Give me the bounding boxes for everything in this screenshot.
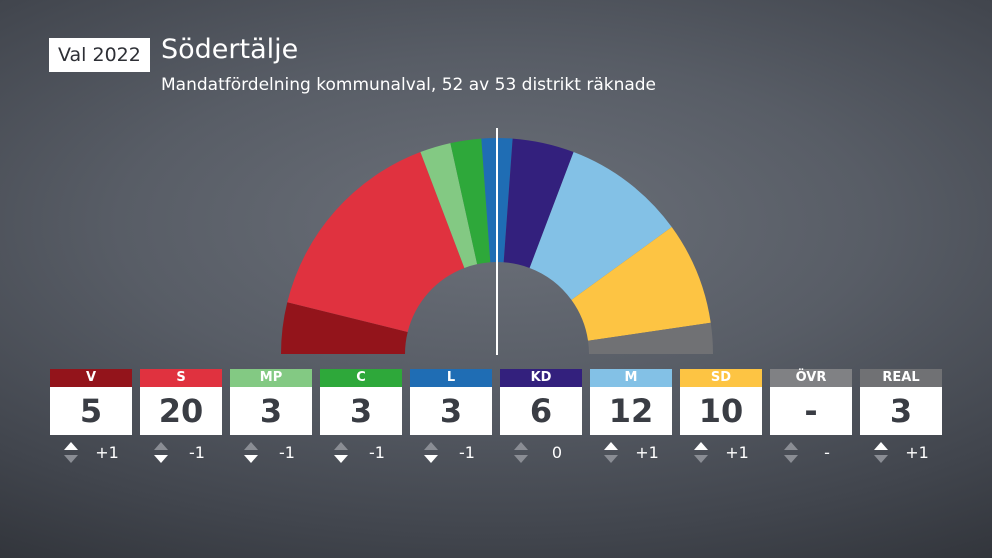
change-arrows-icon bbox=[874, 442, 888, 464]
change-value: +1 bbox=[725, 443, 749, 462]
party-change: +1 bbox=[590, 441, 672, 465]
party-column-v: V 5 +1 bbox=[50, 369, 132, 465]
party-seats: 3 bbox=[860, 387, 942, 435]
party-change: +1 bbox=[50, 441, 132, 465]
seat-segment-real bbox=[588, 322, 713, 354]
election-badge: Val 2022 bbox=[49, 38, 150, 72]
party-column-m: M 12 +1 bbox=[590, 369, 672, 465]
seat-segment-s bbox=[287, 152, 465, 332]
change-arrows-icon bbox=[244, 442, 258, 464]
seat-segment-c bbox=[450, 138, 491, 265]
change-arrows-icon bbox=[154, 442, 168, 464]
party-seats: 5 bbox=[50, 387, 132, 435]
change-value: -1 bbox=[279, 443, 295, 462]
seat-segment-kd bbox=[503, 138, 574, 268]
party-column-s: S 20 -1 bbox=[140, 369, 222, 465]
change-arrows-icon bbox=[784, 442, 798, 464]
change-value: - bbox=[824, 443, 830, 462]
party-label: MP bbox=[230, 369, 312, 387]
party-change: - bbox=[770, 441, 852, 465]
party-label: ÖVR bbox=[770, 369, 852, 387]
party-change: -1 bbox=[140, 441, 222, 465]
party-label: M bbox=[590, 369, 672, 387]
change-value: +1 bbox=[905, 443, 929, 462]
party-seats: 10 bbox=[680, 387, 762, 435]
change-arrows-icon bbox=[64, 442, 78, 464]
party-change: +1 bbox=[680, 441, 762, 465]
party-change: -1 bbox=[410, 441, 492, 465]
party-column-c: C 3 -1 bbox=[320, 369, 402, 465]
seat-segment-mp bbox=[420, 143, 478, 268]
party-change: 0 bbox=[500, 441, 582, 465]
seat-segment-m bbox=[529, 152, 672, 300]
party-seats: 3 bbox=[410, 387, 492, 435]
change-arrows-icon bbox=[424, 442, 438, 464]
change-value: -1 bbox=[459, 443, 475, 462]
party-column-kd: KD 6 0 bbox=[500, 369, 582, 465]
change-arrows-icon bbox=[694, 442, 708, 464]
party-label: V bbox=[50, 369, 132, 387]
change-value: -1 bbox=[369, 443, 385, 462]
party-label: L bbox=[410, 369, 492, 387]
seat-segment-v bbox=[281, 302, 408, 354]
party-change: +1 bbox=[860, 441, 942, 465]
party-column-övr: ÖVR - - bbox=[770, 369, 852, 465]
party-column-sd: SD 10 +1 bbox=[680, 369, 762, 465]
party-seats: 3 bbox=[230, 387, 312, 435]
change-value: +1 bbox=[95, 443, 119, 462]
party-column-real: REAL 3 +1 bbox=[860, 369, 942, 465]
change-arrows-icon bbox=[514, 442, 528, 464]
party-column-l: L 3 -1 bbox=[410, 369, 492, 465]
chart-title: Södertälje bbox=[161, 34, 299, 65]
party-label: S bbox=[140, 369, 222, 387]
chart-subtitle: Mandatfördelning kommunalval, 52 av 53 d… bbox=[161, 75, 657, 95]
party-label: C bbox=[320, 369, 402, 387]
change-value: 0 bbox=[551, 443, 563, 462]
change-value: -1 bbox=[189, 443, 205, 462]
party-column-mp: MP 3 -1 bbox=[230, 369, 312, 465]
party-label: KD bbox=[500, 369, 582, 387]
party-seats: - bbox=[770, 387, 852, 435]
party-change: -1 bbox=[320, 441, 402, 465]
party-label: REAL bbox=[860, 369, 942, 387]
party-seats: 12 bbox=[590, 387, 672, 435]
change-arrows-icon bbox=[334, 442, 348, 464]
party-seats: 6 bbox=[500, 387, 582, 435]
change-arrows-icon bbox=[604, 442, 618, 464]
seat-segment-sd bbox=[571, 227, 711, 341]
party-label: SD bbox=[680, 369, 762, 387]
party-change: -1 bbox=[230, 441, 312, 465]
party-seats: 3 bbox=[320, 387, 402, 435]
party-seats: 20 bbox=[140, 387, 222, 435]
change-value: +1 bbox=[635, 443, 659, 462]
